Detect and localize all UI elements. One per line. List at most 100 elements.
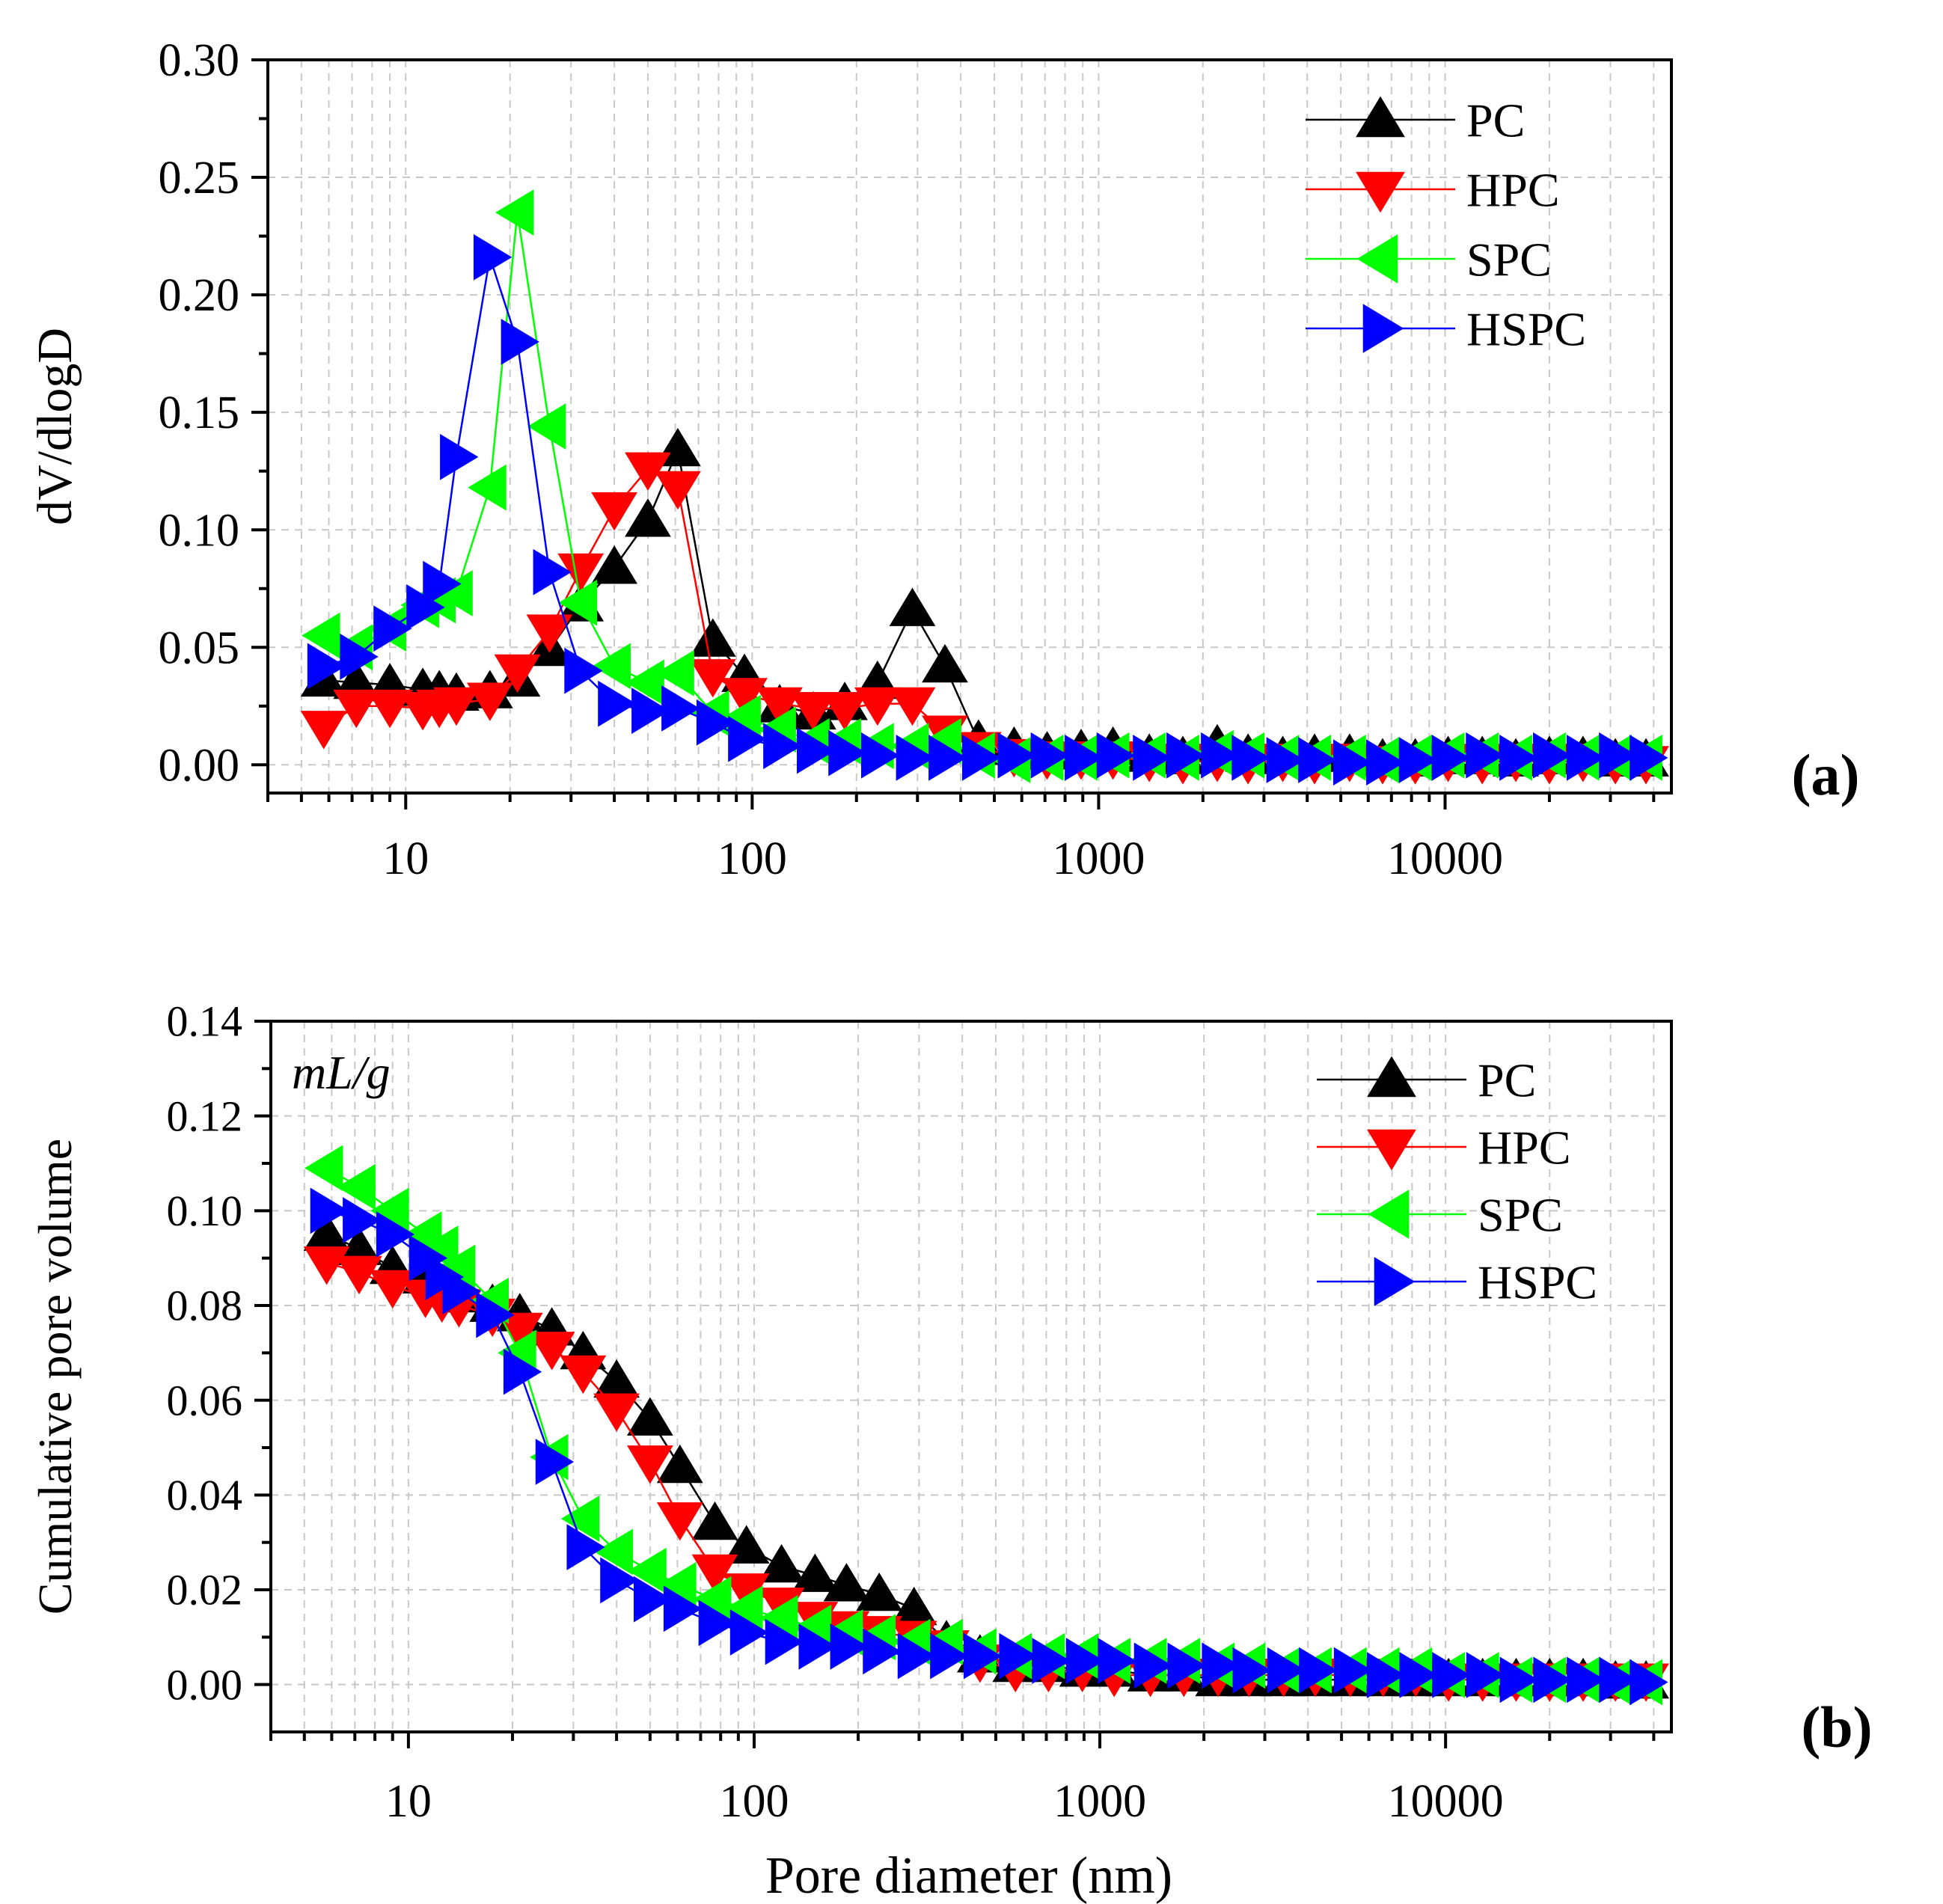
data-point-hpc: [656, 1502, 703, 1541]
legend-label: HPC: [1478, 1121, 1571, 1174]
data-point-hpc: [300, 711, 347, 750]
data-point-hspc: [663, 1585, 703, 1632]
data-point-hspc: [698, 1600, 737, 1647]
legend-label: SPC: [1466, 233, 1552, 286]
data-point-hspc: [997, 732, 1036, 779]
data-point-hspc: [798, 1623, 837, 1670]
data-point-hspc: [897, 1632, 937, 1680]
data-point-spc: [302, 612, 340, 659]
data-point-hspc: [765, 1618, 804, 1665]
data-point-hspc: [1133, 735, 1172, 781]
data-point-hpc: [367, 689, 413, 729]
data-point-hpc: [593, 1393, 640, 1432]
legend-label: PC: [1466, 94, 1525, 147]
data-point-spc: [560, 1496, 600, 1542]
data-point-spc: [468, 464, 507, 511]
data-point-spc: [337, 1163, 376, 1210]
panel-b-x-axis-label: Pore diameter (nm): [765, 1847, 1172, 1904]
panel-b-plot-frame: [269, 1020, 1673, 1733]
legend-label: SPC: [1478, 1188, 1563, 1241]
legend-item-spc: SPC: [1317, 1188, 1563, 1241]
data-point-pc: [758, 1543, 805, 1583]
data-point-hspc: [1466, 732, 1505, 779]
data-point-hspc: [533, 548, 572, 596]
legend-marker: [1367, 1129, 1416, 1171]
legend-marker: [1356, 96, 1405, 138]
legend-item-spc: SPC: [1306, 233, 1552, 286]
panel-a-series: [300, 189, 1669, 786]
data-point-hspc: [1499, 1656, 1538, 1704]
data-point-hspc: [1599, 732, 1638, 779]
legend-item-hspc: HSPC: [1306, 302, 1586, 355]
x-tick-label: 1000: [1052, 833, 1145, 884]
data-point-hspc: [1332, 739, 1372, 786]
data-point-hspc: [1030, 732, 1070, 779]
data-point-hspc: [1299, 1647, 1338, 1694]
data-point-hspc: [1399, 1652, 1438, 1698]
legend-item-pc: PC: [1317, 1053, 1536, 1106]
y-tick-label: 0.08: [167, 1282, 243, 1330]
legend-label: HSPC: [1478, 1255, 1597, 1308]
legend-item-hpc: HPC: [1317, 1121, 1571, 1174]
data-point-hspc: [828, 729, 867, 777]
data-point-hspc: [763, 723, 802, 770]
data-point-spc: [495, 189, 534, 236]
data-point-hspc: [661, 685, 700, 732]
data-point-hspc: [1202, 1642, 1240, 1689]
data-point-pc: [823, 1563, 870, 1602]
data-point-hspc: [930, 1632, 969, 1680]
data-point-hspc: [476, 1291, 515, 1338]
x-tick-label: 10: [382, 833, 429, 884]
legend-marker: [1356, 171, 1405, 213]
data-point-hspc: [1567, 1656, 1606, 1704]
data-point-hspc: [564, 647, 603, 694]
data-point-hspc: [1431, 735, 1470, 781]
y-tick-label: 0.06: [167, 1376, 243, 1424]
data-point-pc: [691, 1501, 738, 1540]
data-point-pc: [689, 618, 736, 657]
data-point-hspc: [1432, 1652, 1471, 1698]
y-tick-label: 0.00: [159, 740, 240, 791]
data-point-hpc: [756, 687, 803, 726]
data-point-hspc: [633, 1576, 673, 1623]
data-point-hspc: [501, 319, 539, 365]
legend-marker: [1362, 304, 1404, 353]
data-point-spc: [655, 649, 694, 697]
y-tick-label: 0.20: [159, 270, 240, 321]
data-point-hspc: [696, 699, 735, 746]
data-point-hspc: [1466, 1652, 1505, 1698]
data-point-hspc: [961, 735, 1001, 781]
legend-label: PC: [1478, 1053, 1536, 1106]
data-point-hspc: [423, 560, 462, 607]
data-point-hspc: [310, 1187, 349, 1234]
data-point-hpc: [821, 692, 868, 731]
series-hspc: [310, 1187, 1668, 1706]
data-point-hspc: [1065, 735, 1104, 781]
series-hspc: [307, 233, 1668, 786]
y-tick-label: 0.00: [167, 1660, 243, 1709]
panel-b-legend: PC HPC SPC HSPC: [1317, 1053, 1597, 1308]
data-point-hspc: [631, 688, 670, 734]
legend-label: HPC: [1466, 163, 1560, 216]
data-point-spc: [592, 643, 631, 690]
y-tick-label: 0.14: [167, 997, 243, 1046]
data-point-hspc: [598, 680, 637, 727]
data-point-hspc: [503, 1348, 542, 1395]
panel-a-ticks: 10 100 1000 10000 0.00 0.05 0.10 0.15 0.20 0.25 0.…: [159, 35, 1656, 884]
data-point-hspc: [896, 735, 934, 781]
data-point-hspc: [1533, 732, 1572, 779]
data-point-spc: [558, 579, 598, 626]
data-point-hpc: [721, 678, 768, 717]
panel-b-ticks: 10 100 1000 10000 0.00 0.02 0.04 0.06 0.08 0.10 0.…: [167, 997, 1656, 1827]
data-point-hspc: [373, 605, 412, 652]
data-point-hpc: [333, 689, 380, 729]
data-point-hspc: [1366, 1652, 1406, 1698]
y-tick-label: 0.15: [159, 388, 240, 438]
data-point-hspc: [863, 1628, 902, 1675]
data-point-hspc: [928, 735, 967, 781]
data-point-hpc: [526, 614, 573, 653]
y-tick-label: 0.04: [167, 1471, 243, 1519]
data-point-hspc: [728, 715, 767, 762]
data-point-hspc: [1096, 732, 1136, 779]
